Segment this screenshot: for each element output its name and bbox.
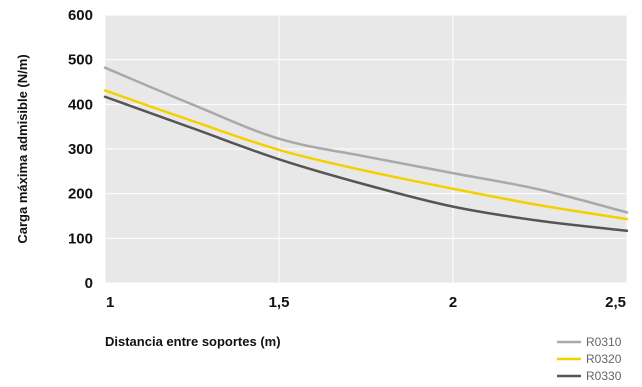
y-tick-label: 500: [68, 52, 93, 69]
series-line-r0320: [103, 89, 629, 221]
grid-lines: [104, 14, 628, 284]
legend: R0310 R0320 R0330: [557, 335, 622, 383]
y-tick-label: 200: [68, 186, 93, 203]
x-tick-label: 2: [449, 294, 457, 311]
x-axis-label: Distancia entre soportes (m): [105, 334, 281, 349]
legend-label: R0330: [586, 369, 622, 383]
series-line-r0310: [103, 66, 629, 214]
y-tick-label: 300: [68, 141, 93, 158]
series-lines: [103, 66, 629, 232]
y-tick-label: 0: [85, 275, 93, 292]
y-tick-label: 600: [68, 7, 93, 24]
x-tick-label: 1,5: [269, 294, 290, 311]
y-axis-label: Carga máxima admisible (N/m): [15, 54, 30, 243]
x-tick-label: 1: [106, 294, 114, 311]
legend-label: R0320: [586, 352, 622, 366]
x-tick-label: 2,5: [605, 294, 626, 311]
y-tick-label: 100: [68, 230, 93, 247]
y-axis-ticks: 0 100 200 300 400 500 600: [68, 7, 93, 292]
series-line-r0330: [103, 95, 629, 232]
legend-label: R0310: [586, 335, 622, 349]
y-tick-label: 400: [68, 96, 93, 113]
x-axis-ticks: 1 1,5 2 2,5: [106, 294, 626, 311]
